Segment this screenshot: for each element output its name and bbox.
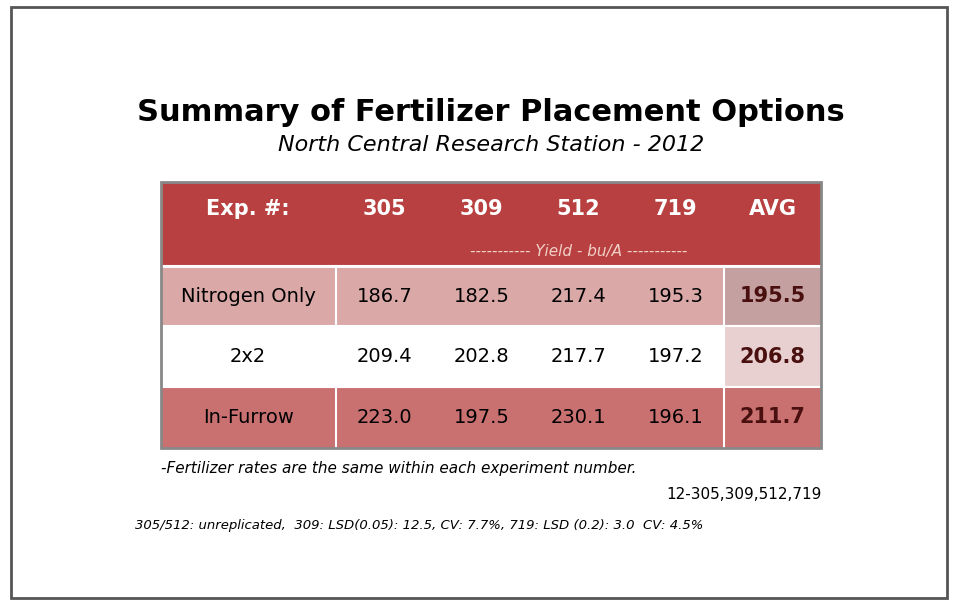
Bar [724,266,821,326]
Text: Summary of Fertilizer Placement Options: Summary of Fertilizer Placement Options [137,97,845,126]
Text: 211.7: 211.7 [740,407,806,427]
Bar [724,387,821,448]
Text: 195.3: 195.3 [648,287,703,306]
Bar [724,326,821,387]
Bar [161,182,821,448]
Bar [161,387,821,448]
Bar [161,266,821,326]
Text: Exp. #:: Exp. #: [206,199,290,219]
Text: Nitrogen Only: Nitrogen Only [181,287,315,306]
Text: 186.7: 186.7 [356,287,412,306]
Text: 2x2: 2x2 [230,347,266,366]
Text: 12-305,309,512,719: 12-305,309,512,719 [666,486,821,502]
Text: 195.5: 195.5 [740,286,806,306]
Text: 209.4: 209.4 [356,347,412,366]
Text: 512: 512 [557,199,601,219]
Text: 217.4: 217.4 [551,287,606,306]
Text: -Fertilizer rates are the same within each experiment number.: -Fertilizer rates are the same within ea… [161,461,636,476]
Text: 197.5: 197.5 [453,408,510,427]
Text: 196.1: 196.1 [648,408,703,427]
Text: 309: 309 [460,199,503,219]
Text: ----------- Yield - bu/A -----------: ----------- Yield - bu/A ----------- [469,244,687,258]
Text: 197.2: 197.2 [648,347,703,366]
Text: 182.5: 182.5 [453,287,510,306]
Text: 305: 305 [362,199,406,219]
Text: 202.8: 202.8 [453,347,510,366]
Bar [161,182,821,266]
Text: 223.0: 223.0 [356,408,412,427]
Text: 305/512: unreplicated,  309: LSD(0.05): 12.5, CV: 7.7%, 719: LSD (0.2): 3.0  CV:: 305/512: unreplicated, 309: LSD(0.05): 1… [134,519,703,532]
Text: 230.1: 230.1 [551,408,606,427]
Text: AVG: AVG [749,199,797,219]
Text: 719: 719 [654,199,697,219]
Text: In-Furrow: In-Furrow [203,408,293,427]
Text: 206.8: 206.8 [740,347,806,367]
Text: 217.7: 217.7 [551,347,606,366]
Text: North Central Research Station - 2012: North Central Research Station - 2012 [278,135,704,155]
Bar [161,326,821,387]
